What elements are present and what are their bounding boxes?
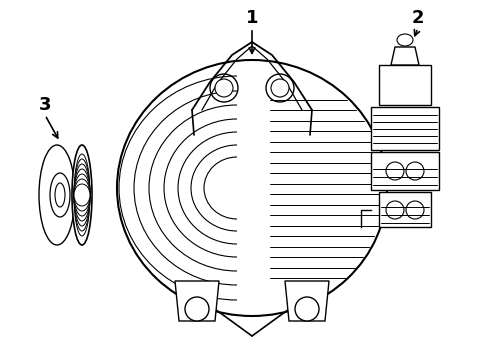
Ellipse shape bbox=[406, 201, 424, 219]
Ellipse shape bbox=[295, 297, 319, 321]
Ellipse shape bbox=[386, 201, 404, 219]
Ellipse shape bbox=[406, 162, 424, 180]
Ellipse shape bbox=[185, 297, 209, 321]
Ellipse shape bbox=[74, 164, 90, 226]
Ellipse shape bbox=[74, 174, 90, 216]
Polygon shape bbox=[175, 281, 219, 321]
Ellipse shape bbox=[271, 79, 289, 97]
Ellipse shape bbox=[50, 173, 70, 217]
Ellipse shape bbox=[55, 183, 65, 207]
Ellipse shape bbox=[386, 162, 404, 180]
Ellipse shape bbox=[215, 79, 233, 97]
Ellipse shape bbox=[74, 184, 90, 206]
Ellipse shape bbox=[74, 179, 90, 211]
Text: 3: 3 bbox=[39, 96, 51, 114]
Polygon shape bbox=[379, 192, 431, 227]
Ellipse shape bbox=[397, 34, 413, 46]
Ellipse shape bbox=[74, 159, 90, 231]
Ellipse shape bbox=[74, 154, 90, 236]
Polygon shape bbox=[371, 152, 439, 190]
Ellipse shape bbox=[74, 169, 90, 221]
Text: 2: 2 bbox=[412, 9, 424, 27]
Polygon shape bbox=[379, 65, 431, 105]
Polygon shape bbox=[371, 107, 439, 150]
Ellipse shape bbox=[39, 145, 75, 245]
Polygon shape bbox=[391, 47, 419, 65]
Text: 1: 1 bbox=[246, 9, 258, 27]
Ellipse shape bbox=[72, 145, 92, 245]
Polygon shape bbox=[285, 281, 329, 321]
Ellipse shape bbox=[74, 149, 90, 241]
Ellipse shape bbox=[117, 60, 387, 316]
